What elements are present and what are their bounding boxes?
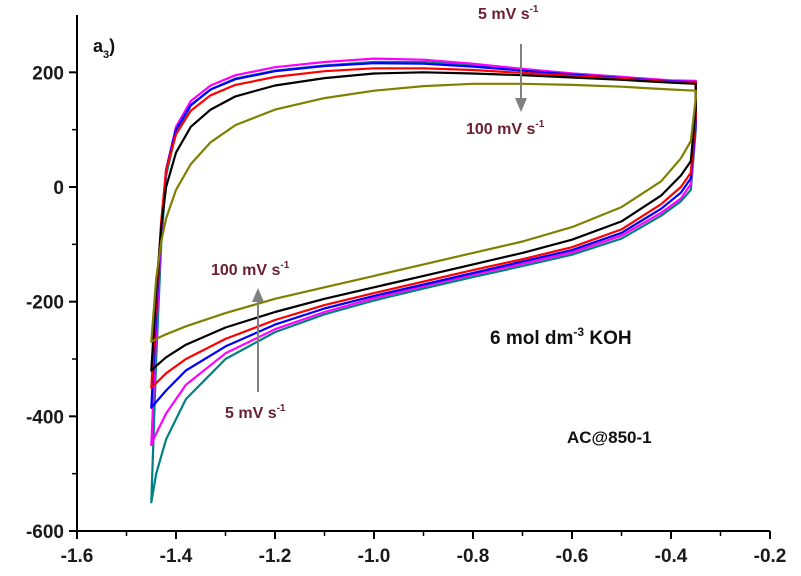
electrolyte-label: 6 mol dm-3 KOH bbox=[490, 325, 632, 349]
sample-label: AC@850-1 bbox=[567, 428, 652, 447]
panel-label: a3) bbox=[93, 36, 115, 61]
x-tick-label: -0.4 bbox=[655, 546, 688, 567]
x-tick-label: -1.0 bbox=[358, 546, 391, 567]
axis-ticks: -1.6 -1.4 -1.2 -1.0 -0.8 -0.6 -0.4 -0.2 -600 -400… bbox=[26, 63, 786, 567]
x-tick-label: -1.4 bbox=[160, 546, 193, 567]
cv-curves bbox=[150, 57, 697, 504]
arrow-bottom-end-label: 100 mV s-1 bbox=[211, 260, 290, 279]
y-tick-label: 0 bbox=[53, 178, 64, 199]
cv-curve-6 bbox=[150, 82, 697, 343]
x-tick-label: -0.2 bbox=[754, 546, 787, 567]
cv-curve-5 bbox=[150, 71, 697, 372]
y-tick-label: -400 bbox=[26, 407, 64, 428]
x-tick-label: -0.6 bbox=[556, 546, 589, 567]
arrow-bottom bbox=[252, 288, 264, 392]
arrow-top-start-label: 5 mV s-1 bbox=[478, 4, 539, 23]
y-tick-label: -200 bbox=[26, 293, 64, 314]
arrow-top bbox=[515, 44, 527, 112]
arrow-top-end-label: 100 mV s-1 bbox=[466, 119, 545, 138]
x-tick-label: -0.8 bbox=[457, 546, 490, 567]
arrow-bottom-start-label: 5 mV s-1 bbox=[225, 403, 286, 422]
x-tick-label: -1.2 bbox=[259, 546, 292, 567]
axes bbox=[76, 15, 770, 532]
x-tick-label: -1.6 bbox=[61, 546, 94, 567]
y-tick-label: 200 bbox=[32, 63, 64, 84]
cv-curve-2 bbox=[150, 57, 697, 447]
y-tick-label: -600 bbox=[26, 522, 64, 543]
